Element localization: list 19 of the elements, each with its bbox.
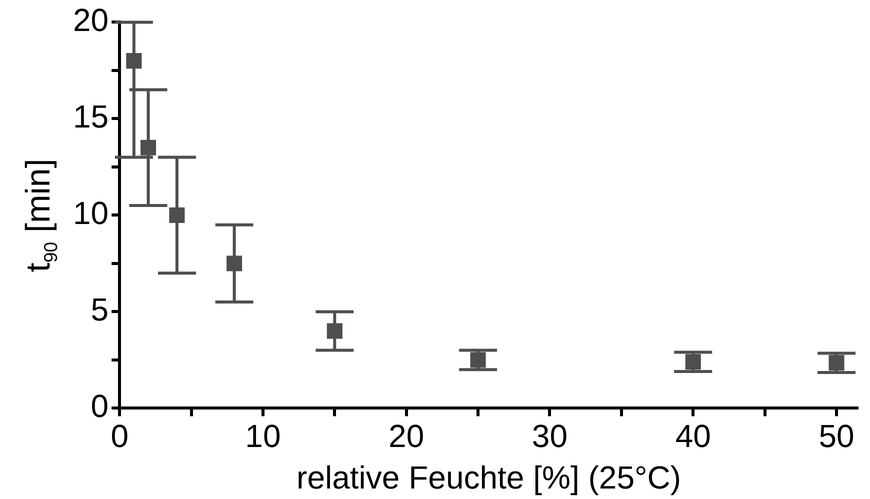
point [470,352,486,368]
y-tick-label: 0 [90,388,109,424]
point [226,256,242,272]
y-tick-label: 10 [73,195,109,232]
x-tick-label: 50 [818,418,854,454]
y-tick-label: 5 [90,292,109,328]
y-tick-label: 20 [73,2,109,38]
point [140,140,156,156]
point [828,355,844,371]
point [169,207,185,223]
x-tick-label: 30 [532,418,568,454]
point [326,323,342,339]
x-tick-label: 20 [388,418,424,454]
y-tick-label: 15 [73,98,109,135]
x-tick-label: 10 [245,418,281,454]
point [126,53,142,69]
point [685,354,701,370]
x-axis-title: relative Feuchte [%] (25°C) [296,460,682,496]
x-tick-label: 40 [675,418,711,454]
